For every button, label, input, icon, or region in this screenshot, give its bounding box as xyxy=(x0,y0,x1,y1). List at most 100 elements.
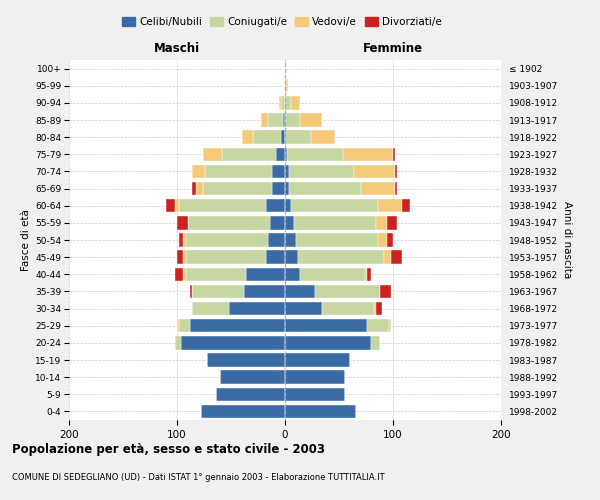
Bar xyxy=(188,216,270,230)
Bar xyxy=(285,114,300,126)
Bar xyxy=(376,216,386,230)
Legend: Celibi/Nubili, Coniugati/e, Vedovi/e, Divorziati/e: Celibi/Nubili, Coniugati/e, Vedovi/e, Di… xyxy=(118,12,446,31)
Bar xyxy=(386,216,397,230)
Bar xyxy=(201,404,285,418)
Bar xyxy=(374,302,376,316)
Bar xyxy=(166,199,175,212)
Bar xyxy=(181,336,285,349)
Bar xyxy=(278,96,281,110)
Bar xyxy=(179,234,184,246)
Bar xyxy=(286,79,288,92)
Bar xyxy=(315,284,380,298)
Bar xyxy=(371,336,380,349)
Bar xyxy=(285,388,346,401)
Bar xyxy=(386,234,393,246)
Bar xyxy=(285,404,356,418)
Bar xyxy=(285,199,292,212)
Bar xyxy=(185,250,266,264)
Bar xyxy=(285,148,287,161)
Bar xyxy=(285,354,350,366)
Bar xyxy=(216,388,285,401)
Bar xyxy=(285,319,367,332)
Bar xyxy=(175,268,184,281)
Bar xyxy=(192,302,229,316)
Bar xyxy=(298,250,385,264)
Bar xyxy=(285,268,300,281)
Bar xyxy=(192,164,205,178)
Bar xyxy=(380,284,391,298)
Bar xyxy=(389,319,391,332)
Bar xyxy=(285,216,293,230)
Bar xyxy=(207,354,285,366)
Bar xyxy=(184,268,185,281)
Bar xyxy=(285,234,296,246)
Y-axis label: Anni di nascita: Anni di nascita xyxy=(562,202,572,278)
Bar xyxy=(285,182,289,196)
Bar xyxy=(284,79,285,92)
Bar xyxy=(253,130,281,144)
Y-axis label: Fasce di età: Fasce di età xyxy=(21,209,31,271)
Bar xyxy=(354,164,395,178)
Bar xyxy=(185,234,268,246)
Bar xyxy=(365,268,367,281)
Bar xyxy=(285,302,322,316)
Bar xyxy=(192,284,244,298)
Text: Femmine: Femmine xyxy=(363,42,423,55)
Bar xyxy=(203,182,272,196)
Bar xyxy=(385,250,391,264)
Bar xyxy=(184,234,185,246)
Bar xyxy=(185,268,246,281)
Bar xyxy=(203,148,223,161)
Bar xyxy=(401,199,410,212)
Bar xyxy=(361,182,395,196)
Bar xyxy=(261,114,268,126)
Bar xyxy=(285,96,292,110)
Text: Maschi: Maschi xyxy=(154,42,200,55)
Bar xyxy=(367,319,389,332)
Bar xyxy=(268,114,283,126)
Bar xyxy=(285,130,311,144)
Bar xyxy=(376,302,382,316)
Bar xyxy=(277,148,285,161)
Bar xyxy=(177,319,179,332)
Bar xyxy=(289,164,354,178)
Bar xyxy=(196,182,203,196)
Bar xyxy=(190,319,285,332)
Bar xyxy=(322,302,374,316)
Bar xyxy=(285,336,371,349)
Bar xyxy=(293,216,376,230)
Bar xyxy=(285,164,289,178)
Bar xyxy=(292,96,300,110)
Bar xyxy=(393,148,395,161)
Bar xyxy=(285,284,315,298)
Bar xyxy=(292,199,378,212)
Bar xyxy=(395,182,397,196)
Bar xyxy=(272,164,285,178)
Bar xyxy=(177,216,188,230)
Bar xyxy=(179,199,266,212)
Bar xyxy=(246,268,285,281)
Bar xyxy=(395,164,397,178)
Text: Popolazione per età, sesso e stato civile - 2003: Popolazione per età, sesso e stato civil… xyxy=(12,442,325,456)
Bar xyxy=(296,234,378,246)
Bar xyxy=(378,199,401,212)
Bar xyxy=(343,148,393,161)
Bar xyxy=(272,182,285,196)
Bar xyxy=(311,130,335,144)
Bar xyxy=(289,182,361,196)
Bar xyxy=(190,284,192,298)
Bar xyxy=(391,250,401,264)
Bar xyxy=(281,130,285,144)
Bar xyxy=(175,336,181,349)
Bar xyxy=(175,199,179,212)
Bar xyxy=(223,148,277,161)
Bar xyxy=(285,79,286,92)
Text: COMUNE DI SEDEGLIANO (UD) - Dati ISTAT 1° gennaio 2003 - Elaborazione TUTTITALIA: COMUNE DI SEDEGLIANO (UD) - Dati ISTAT 1… xyxy=(12,472,385,482)
Bar xyxy=(281,96,285,110)
Bar xyxy=(268,234,285,246)
Bar xyxy=(285,250,298,264)
Bar xyxy=(300,114,322,126)
Bar xyxy=(300,268,365,281)
Bar xyxy=(220,370,285,384)
Bar xyxy=(266,250,285,264)
